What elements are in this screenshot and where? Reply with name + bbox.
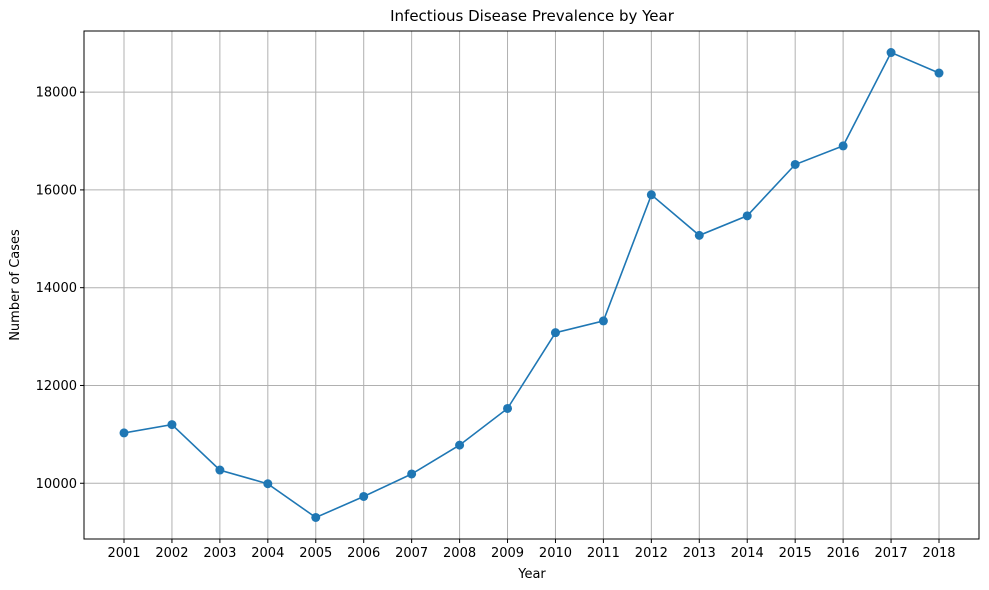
data-point: [694, 230, 704, 240]
y-tick-label: 18000: [36, 86, 77, 101]
x-tick-label: 2008: [443, 546, 476, 561]
x-tick-label: 2016: [827, 546, 860, 561]
x-tick-label: 2009: [491, 546, 524, 561]
data-point: [359, 491, 369, 501]
x-tick-label: 2001: [107, 546, 140, 561]
x-tick-label: 2002: [155, 546, 188, 561]
data-point: [167, 420, 177, 430]
data-point: [550, 328, 560, 338]
data-point: [503, 403, 513, 413]
x-tick-label: 2006: [347, 546, 380, 561]
axis-ticks: 2001 2002 2003 2004 2005 2006 2007 2008 2009 2010…: [36, 86, 956, 561]
y-tick-label: 12000: [36, 379, 77, 394]
x-tick-label: 2012: [635, 546, 668, 561]
data-point: [646, 190, 656, 200]
data-point: [886, 48, 896, 58]
data-point: [311, 512, 321, 522]
x-tick-label: 2014: [731, 546, 764, 561]
data-point: [838, 141, 848, 151]
x-tick-label: 2004: [251, 546, 284, 561]
x-axis-label: Year: [517, 567, 546, 582]
x-tick-label: 2018: [922, 546, 955, 561]
y-tick-label: 16000: [36, 183, 77, 198]
x-tick-label: 2017: [875, 546, 908, 561]
y-axis-label: Number of Cases: [8, 229, 23, 341]
data-point: [407, 469, 417, 479]
x-tick-label: 2003: [203, 546, 236, 561]
y-tick-label: 14000: [36, 281, 77, 296]
x-tick-label: 2013: [683, 546, 716, 561]
data-point: [934, 68, 944, 78]
data-point: [742, 211, 752, 221]
data-point: [215, 465, 225, 475]
data-point: [598, 316, 608, 326]
chart-title: Infectious Disease Prevalence by Year: [390, 7, 675, 25]
data-point: [119, 428, 129, 438]
data-point: [263, 479, 273, 489]
x-tick-label: 2011: [587, 546, 620, 561]
grid: [84, 31, 979, 539]
x-tick-label: 2010: [539, 546, 572, 561]
series-layer: [119, 48, 944, 522]
x-tick-label: 2007: [395, 546, 428, 561]
data-point: [790, 159, 800, 169]
plot-frame: [83, 30, 980, 540]
y-tick-label: 10000: [36, 477, 77, 492]
x-tick-label: 2005: [299, 546, 332, 561]
x-tick-label: 2015: [779, 546, 812, 561]
data-point: [455, 440, 465, 450]
series-line: [123, 51, 940, 519]
